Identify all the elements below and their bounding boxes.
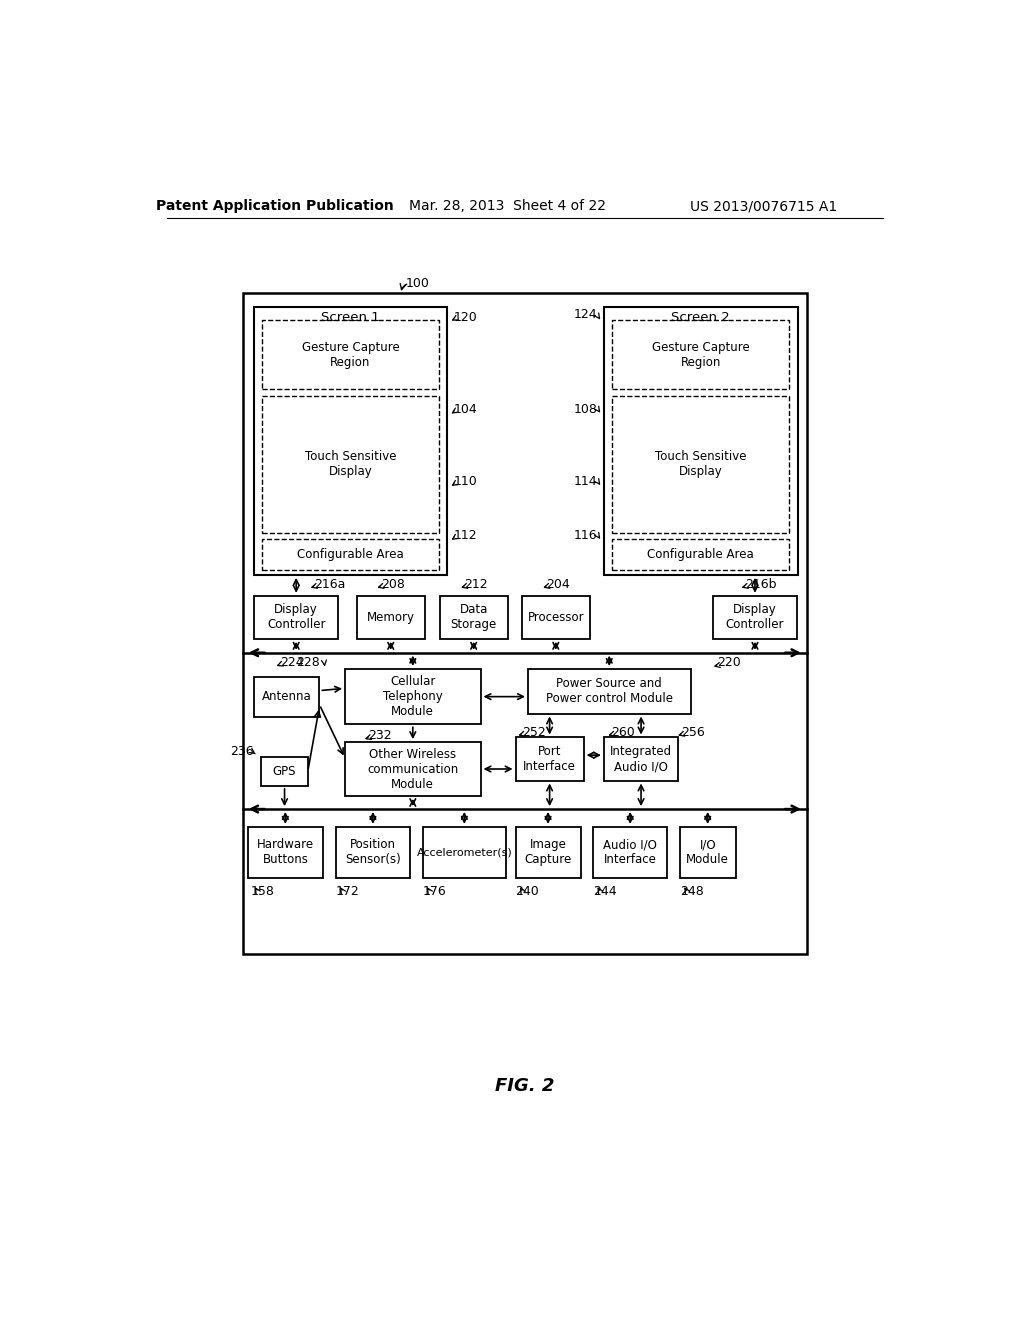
Bar bbox=[593, 826, 668, 878]
Text: 216a: 216a bbox=[314, 578, 345, 591]
Text: Display
Controller: Display Controller bbox=[726, 603, 784, 631]
Text: 216b: 216b bbox=[744, 578, 776, 591]
Text: 236: 236 bbox=[230, 744, 254, 758]
Bar bbox=[262, 539, 438, 570]
Bar bbox=[254, 595, 338, 639]
Bar bbox=[345, 742, 480, 796]
Bar bbox=[423, 826, 506, 878]
Text: 208: 208 bbox=[381, 578, 404, 591]
Bar bbox=[515, 826, 581, 878]
Bar bbox=[521, 595, 590, 639]
Bar bbox=[243, 293, 807, 954]
Text: 204: 204 bbox=[547, 578, 570, 591]
Text: Processor: Processor bbox=[527, 611, 584, 624]
Text: Port
Interface: Port Interface bbox=[523, 744, 577, 774]
Text: 172: 172 bbox=[336, 884, 359, 898]
Bar bbox=[604, 738, 678, 780]
Text: FIG. 2: FIG. 2 bbox=[496, 1077, 554, 1096]
Text: Memory: Memory bbox=[367, 611, 415, 624]
Text: 176: 176 bbox=[423, 884, 446, 898]
Text: Display
Controller: Display Controller bbox=[267, 603, 326, 631]
Bar bbox=[261, 756, 308, 785]
Text: Antenna: Antenna bbox=[262, 690, 311, 704]
Text: 116: 116 bbox=[574, 529, 598, 543]
Bar bbox=[262, 396, 438, 533]
Bar bbox=[528, 669, 690, 714]
Text: Other Wireless
communication
Module: Other Wireless communication Module bbox=[368, 747, 459, 791]
Text: Mar. 28, 2013  Sheet 4 of 22: Mar. 28, 2013 Sheet 4 of 22 bbox=[410, 199, 606, 213]
Bar bbox=[254, 677, 319, 717]
Text: Image
Capture: Image Capture bbox=[524, 838, 571, 866]
Text: 112: 112 bbox=[454, 529, 477, 543]
Text: 240: 240 bbox=[515, 884, 540, 898]
Text: 248: 248 bbox=[680, 884, 703, 898]
Text: 108: 108 bbox=[573, 403, 598, 416]
Text: 104: 104 bbox=[454, 403, 477, 416]
Text: Accelerometer(s): Accelerometer(s) bbox=[417, 847, 512, 857]
Text: 260: 260 bbox=[611, 726, 635, 739]
Text: Integrated
Audio I/O: Integrated Audio I/O bbox=[610, 744, 672, 774]
Bar bbox=[515, 738, 584, 780]
Bar bbox=[254, 308, 447, 576]
Text: Gesture Capture
Region: Gesture Capture Region bbox=[301, 341, 399, 368]
Text: Hardware
Buttons: Hardware Buttons bbox=[257, 838, 314, 866]
Bar bbox=[680, 826, 735, 878]
Bar bbox=[713, 595, 797, 639]
Bar bbox=[356, 595, 425, 639]
Text: Touch Sensitive
Display: Touch Sensitive Display bbox=[305, 450, 396, 478]
Bar bbox=[336, 826, 410, 878]
Text: 124: 124 bbox=[574, 308, 598, 321]
Text: Touch Sensitive
Display: Touch Sensitive Display bbox=[655, 450, 746, 478]
Text: GPS: GPS bbox=[272, 764, 296, 777]
Text: 114: 114 bbox=[574, 475, 598, 488]
Bar bbox=[262, 321, 438, 389]
Bar bbox=[248, 826, 323, 878]
Text: 120: 120 bbox=[454, 312, 477, 325]
Text: Screen 1: Screen 1 bbox=[322, 312, 380, 325]
Text: US 2013/0076715 A1: US 2013/0076715 A1 bbox=[690, 199, 838, 213]
Text: Power Source and
Power control Module: Power Source and Power control Module bbox=[546, 677, 673, 705]
Text: I/O
Module: I/O Module bbox=[686, 838, 729, 866]
Bar bbox=[604, 308, 798, 576]
Text: 224: 224 bbox=[280, 656, 303, 669]
Text: Gesture Capture
Region: Gesture Capture Region bbox=[652, 341, 750, 368]
Text: 100: 100 bbox=[406, 277, 429, 289]
Text: Configurable Area: Configurable Area bbox=[647, 548, 754, 561]
Bar bbox=[345, 669, 480, 725]
Bar bbox=[612, 321, 790, 389]
Text: 244: 244 bbox=[593, 884, 616, 898]
Text: Audio I/O
Interface: Audio I/O Interface bbox=[603, 838, 657, 866]
Text: 252: 252 bbox=[521, 726, 546, 739]
Bar bbox=[612, 396, 790, 533]
Text: 256: 256 bbox=[681, 726, 706, 739]
Text: 212: 212 bbox=[464, 578, 488, 591]
Text: Configurable Area: Configurable Area bbox=[297, 548, 403, 561]
Text: 158: 158 bbox=[251, 884, 274, 898]
Text: 232: 232 bbox=[369, 730, 392, 742]
Text: Patent Application Publication: Patent Application Publication bbox=[157, 199, 394, 213]
Text: 220: 220 bbox=[717, 656, 740, 669]
Text: Data
Storage: Data Storage bbox=[451, 603, 497, 631]
Text: Screen 2: Screen 2 bbox=[672, 312, 730, 325]
Bar bbox=[612, 539, 790, 570]
Bar bbox=[439, 595, 508, 639]
Text: 228: 228 bbox=[297, 656, 321, 669]
Text: 110: 110 bbox=[454, 475, 477, 488]
Text: Cellular
Telephony
Module: Cellular Telephony Module bbox=[383, 675, 442, 718]
Text: Position
Sensor(s): Position Sensor(s) bbox=[345, 838, 400, 866]
